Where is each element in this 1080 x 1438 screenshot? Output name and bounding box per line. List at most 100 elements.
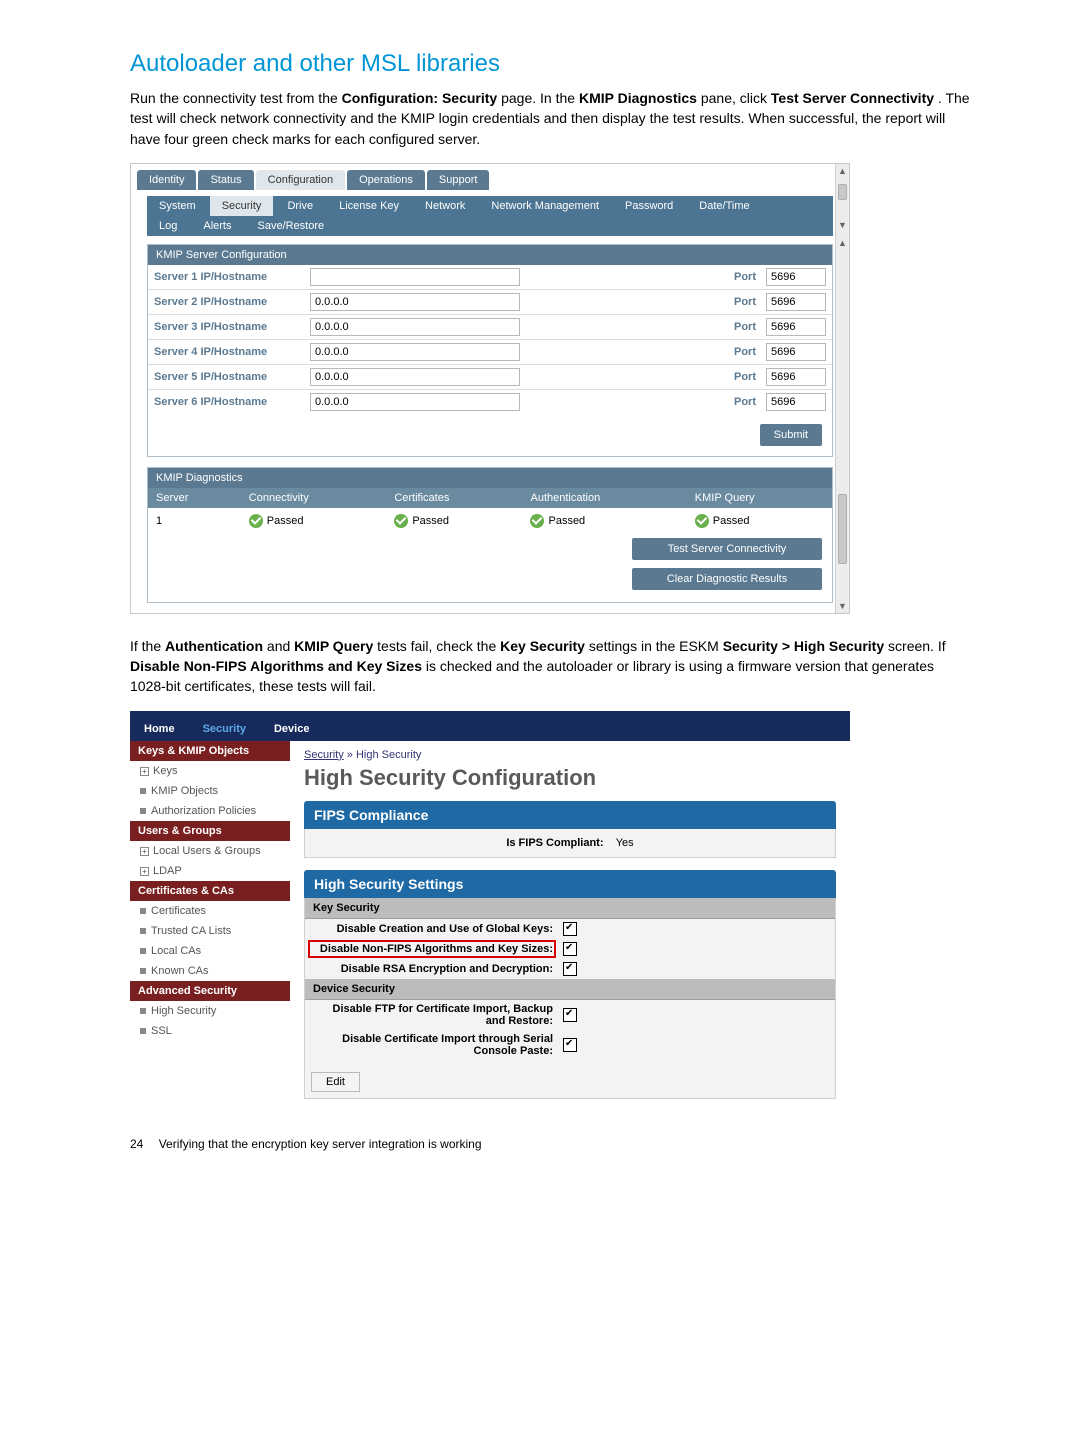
page-title: High Security Configuration: [304, 765, 836, 791]
scroll-thumb[interactable]: [838, 494, 847, 564]
server-label: Server 6 IP/Hostname: [154, 396, 304, 408]
port-input[interactable]: [766, 393, 826, 411]
column-header: Authentication: [522, 488, 686, 508]
tab-device[interactable]: Device: [260, 717, 323, 741]
tab-identity[interactable]: Identity: [137, 170, 196, 190]
subtab-log[interactable]: Log: [147, 216, 189, 236]
subtab-network[interactable]: Network: [413, 196, 477, 216]
port-input[interactable]: [766, 368, 826, 386]
intro-bold: Configuration: Security: [342, 90, 498, 106]
clear-diagnostic-results-button[interactable]: Clear Diagnostic Results: [632, 568, 822, 590]
status-text: Passed: [412, 515, 449, 527]
setting-label: Disable Non-FIPS Algorithms and Key Size…: [311, 943, 553, 955]
mid-bold: Authentication: [165, 638, 263, 654]
mid-bold: Key Security: [500, 638, 585, 654]
subtab-system[interactable]: System: [147, 196, 208, 216]
edit-button[interactable]: Edit: [311, 1072, 360, 1092]
sidebar-group-header: Users & Groups: [130, 821, 290, 841]
port-label: Port: [734, 271, 756, 283]
mid-paragraph: If the Authentication and KMIP Query tes…: [130, 636, 970, 697]
subtab-network-management[interactable]: Network Management: [479, 196, 611, 216]
checkbox-icon[interactable]: [563, 942, 577, 956]
subtab-password[interactable]: Password: [613, 196, 685, 216]
security-setting-row: Disable Non-FIPS Algorithms and Key Size…: [305, 939, 835, 959]
scrollbar[interactable]: ▲ ▼ ▲ ▼: [835, 164, 849, 613]
status-text: Passed: [548, 515, 585, 527]
section-heading: Autoloader and other MSL libraries: [130, 50, 970, 78]
server-config-row: Server 2 IP/HostnamePort: [148, 289, 832, 314]
checkbox-icon[interactable]: [563, 922, 577, 936]
expand-icon: +: [140, 767, 149, 776]
page-number: 24: [130, 1137, 143, 1151]
server-label: Server 4 IP/Hostname: [154, 346, 304, 358]
tab-configuration[interactable]: Configuration: [256, 170, 345, 190]
subtab-alerts[interactable]: Alerts: [191, 216, 243, 236]
tab-support[interactable]: Support: [427, 170, 490, 190]
sidebar-item-keys[interactable]: +Keys: [130, 761, 290, 781]
tab-home[interactable]: Home: [130, 717, 189, 741]
checkbox-icon[interactable]: [563, 1038, 577, 1052]
sidebar-item-local-cas[interactable]: Local CAs: [130, 941, 290, 961]
sidebar-item-authorization-policies[interactable]: Authorization Policies: [130, 801, 290, 821]
port-input[interactable]: [766, 268, 826, 286]
submit-button[interactable]: Submit: [760, 424, 822, 446]
sidebar-item-high-security[interactable]: High Security: [130, 1001, 290, 1021]
server-number: 1: [148, 508, 241, 534]
scroll-up-icon[interactable]: ▲: [836, 238, 849, 248]
subtab-save-restore[interactable]: Save/Restore: [245, 216, 336, 236]
scroll-up-icon[interactable]: ▲: [836, 166, 849, 176]
subtab-security[interactable]: Security: [210, 196, 274, 216]
sidebar-item-label: High Security: [151, 1005, 216, 1017]
setting-label: Disable RSA Encryption and Decryption:: [311, 963, 553, 975]
tab-security[interactable]: Security: [189, 717, 260, 741]
port-input[interactable]: [766, 293, 826, 311]
ip-hostname-input[interactable]: [310, 393, 520, 411]
sidebar-item-label: Trusted CA Lists: [151, 925, 231, 937]
bullet-icon: [140, 1028, 146, 1034]
status-text: Passed: [267, 515, 304, 527]
ip-hostname-input[interactable]: [310, 368, 520, 386]
port-input[interactable]: [766, 318, 826, 336]
breadcrumb-link[interactable]: Security: [304, 749, 344, 761]
subtab-license-key[interactable]: License Key: [327, 196, 411, 216]
device-security-header: Device Security: [305, 979, 835, 1000]
setting-label: Disable FTP for Certificate Import, Back…: [311, 1003, 553, 1027]
scroll-down-icon[interactable]: ▼: [836, 601, 849, 611]
fips-panel: Is FIPS Compliant: Yes: [304, 829, 836, 858]
port-input[interactable]: [766, 343, 826, 361]
sidebar-item-ldap[interactable]: +LDAP: [130, 861, 290, 881]
ip-hostname-input[interactable]: [310, 293, 520, 311]
intro-text: page. In the: [501, 90, 579, 106]
intro-paragraph: Run the connectivity test from the Confi…: [130, 88, 970, 149]
table-row: 1 Passed Passed Passed Passed: [148, 508, 832, 534]
scroll-down-icon[interactable]: ▼: [836, 220, 849, 230]
authentication-cell: Passed: [522, 508, 686, 534]
bullet-icon: [140, 1008, 146, 1014]
sidebar-item-local-users-groups[interactable]: +Local Users & Groups: [130, 841, 290, 861]
sidebar-item-known-cas[interactable]: Known CAs: [130, 961, 290, 981]
subtab-drive[interactable]: Drive: [275, 196, 325, 216]
subtab-date/time[interactable]: Date/Time: [687, 196, 761, 216]
sidebar-item-label: Authorization Policies: [151, 805, 256, 817]
intro-text: pane, click: [701, 90, 771, 106]
sidebar-item-label: LDAP: [153, 865, 182, 877]
check-icon: [530, 514, 544, 528]
ip-hostname-input[interactable]: [310, 268, 520, 286]
ip-hostname-input[interactable]: [310, 318, 520, 336]
scroll-thumb[interactable]: [838, 184, 847, 200]
sidebar-item-label: Local CAs: [151, 945, 201, 957]
ip-hostname-input[interactable]: [310, 343, 520, 361]
intro-bold: Test Server Connectivity: [771, 90, 934, 106]
tab-operations[interactable]: Operations: [347, 170, 425, 190]
checkbox-icon[interactable]: [563, 962, 577, 976]
test-server-connectivity-button[interactable]: Test Server Connectivity: [632, 538, 822, 560]
checkbox-icon[interactable]: [563, 1008, 577, 1022]
security-setting-row: Disable Creation and Use of Global Keys:: [305, 919, 835, 939]
footer-text: Verifying that the encryption key server…: [159, 1137, 482, 1151]
tab-status[interactable]: Status: [198, 170, 253, 190]
sidebar-item-kmip-objects[interactable]: KMIP Objects: [130, 781, 290, 801]
sidebar-item-certificates[interactable]: Certificates: [130, 901, 290, 921]
sidebar-item-label: Certificates: [151, 905, 206, 917]
sidebar-item-ssl[interactable]: SSL: [130, 1021, 290, 1041]
sidebar-item-trusted-ca-lists[interactable]: Trusted CA Lists: [130, 921, 290, 941]
